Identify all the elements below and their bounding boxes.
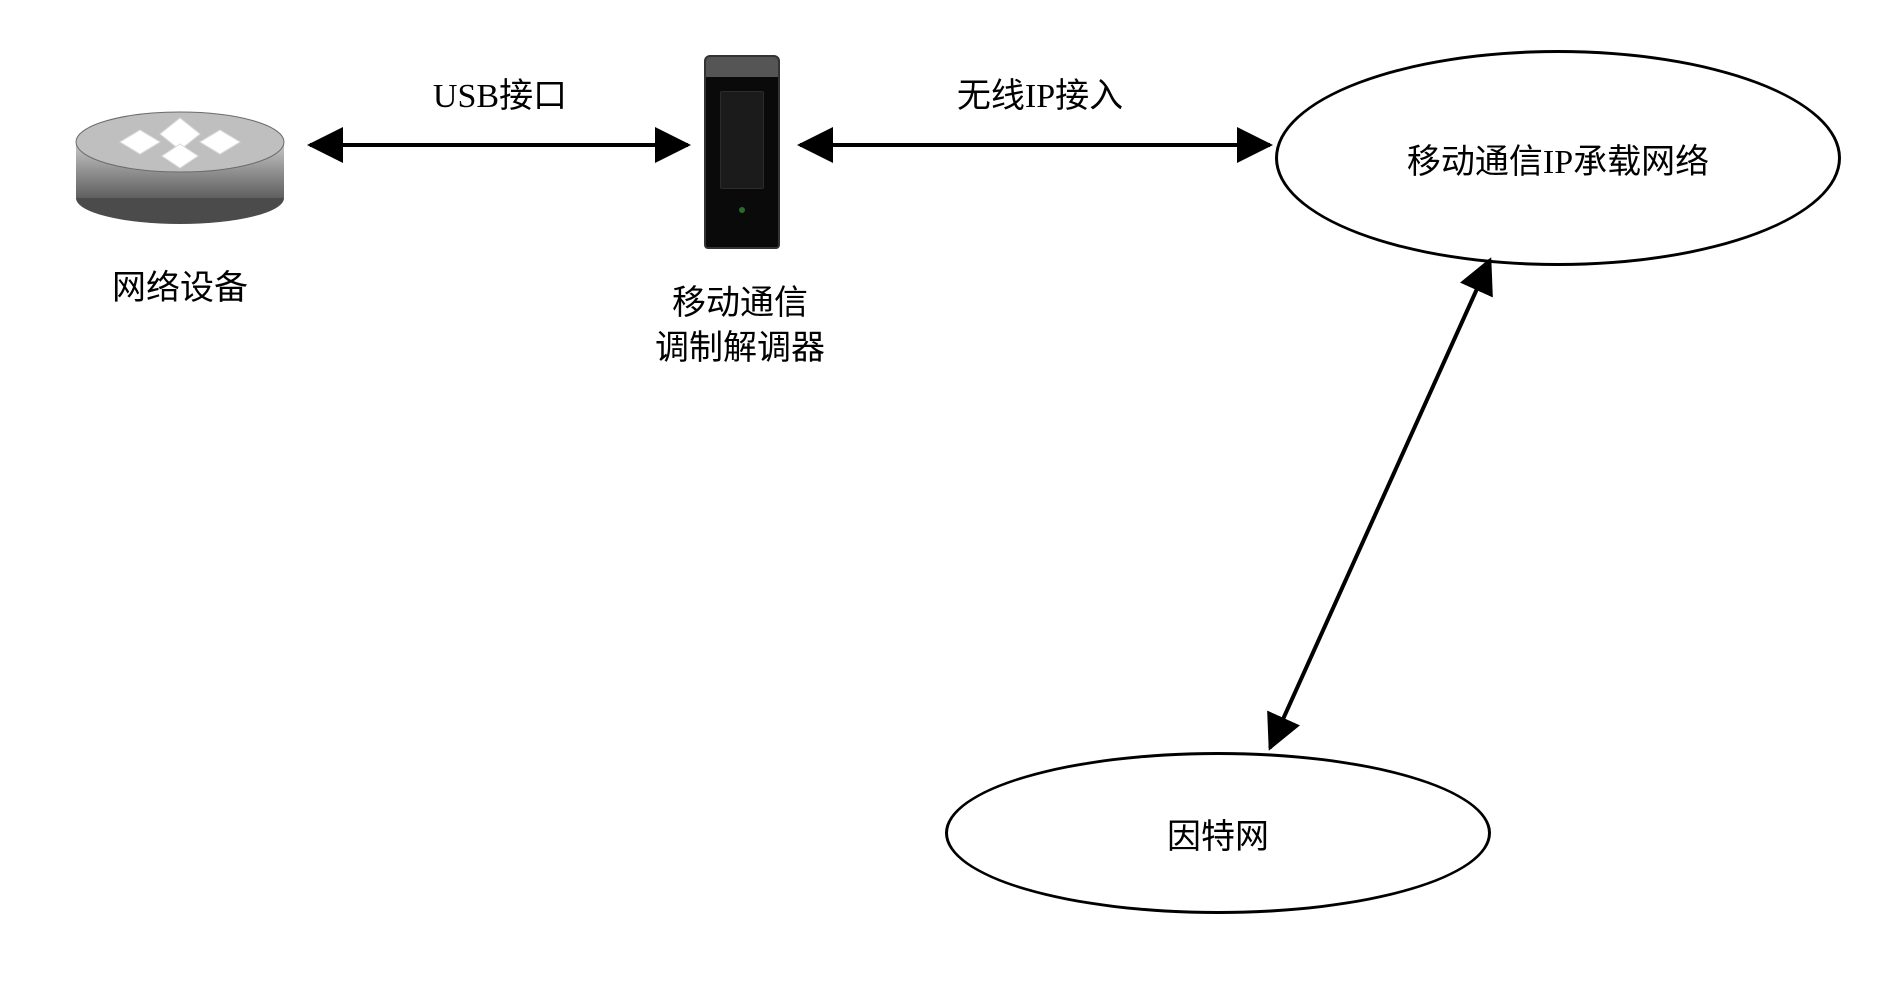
modem-label-line1: 移动通信 bbox=[610, 275, 870, 324]
ip-network-label: 移动通信IP承载网络 bbox=[1407, 134, 1709, 183]
modem-device-icon bbox=[704, 55, 780, 249]
diagram-canvas: 移动通信IP承载网络 因特网 网络设备 移动通信 调制解调器 USB接口 无线I… bbox=[0, 0, 1892, 990]
modem-label-line2: 调制解调器 bbox=[610, 320, 870, 369]
internet-label: 因特网 bbox=[1167, 809, 1269, 858]
internet-ellipse: 因特网 bbox=[945, 752, 1491, 914]
router-device-icon bbox=[70, 100, 290, 230]
edge-ipnet-internet bbox=[1270, 260, 1490, 748]
edge-usb-label: USB接口 bbox=[380, 68, 620, 117]
edge-wireless-label: 无线IP接入 bbox=[910, 68, 1170, 117]
router-label: 网络设备 bbox=[60, 260, 300, 309]
ip-network-ellipse: 移动通信IP承载网络 bbox=[1275, 50, 1841, 266]
